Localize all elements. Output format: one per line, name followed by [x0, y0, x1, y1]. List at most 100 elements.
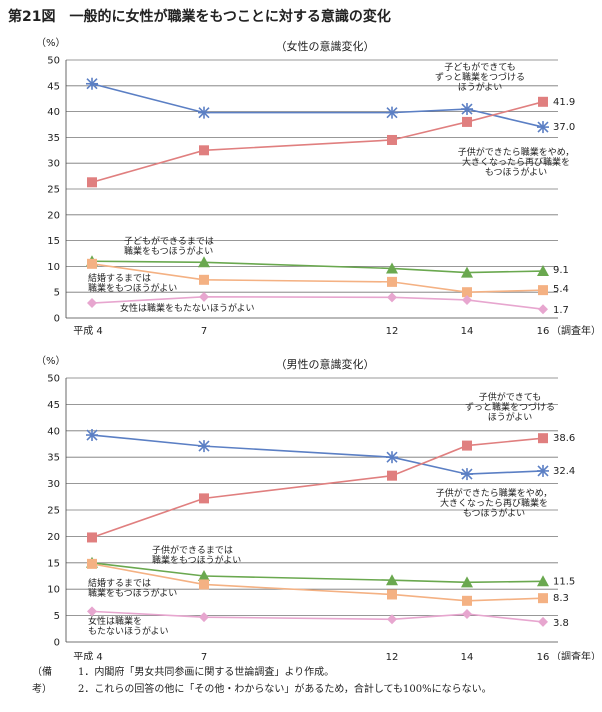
data-point-reenter — [87, 177, 97, 188]
data-point-until_child — [461, 576, 473, 588]
data-point-continue — [386, 451, 398, 464]
data-point-continue — [537, 464, 549, 477]
y-tick-label: 10 — [47, 585, 60, 596]
note-2: 2．これらの回答の他に「その他・わからない」があるため，合計しても100%になら… — [78, 684, 492, 695]
y-tick-label: 35 — [47, 133, 60, 144]
data-point-reenter — [462, 116, 472, 127]
note-1: 1．内閣府「男女共同参画に関する世論調査」より作成。 — [78, 667, 335, 678]
chart-title: （女性の意識変化） — [276, 39, 375, 53]
data-point-never — [199, 612, 209, 623]
x-tick-label: 16 — [537, 652, 550, 660]
series-line-continue — [91, 434, 544, 475]
data-point-until_marriage — [387, 589, 397, 600]
y-tick-label: 20 — [47, 210, 60, 221]
end-value-label: 1.7 — [553, 305, 569, 316]
series-line-reenter — [91, 101, 544, 184]
data-point-never — [87, 298, 97, 309]
data-point-reenter — [387, 134, 397, 145]
data-point-reenter — [462, 440, 472, 451]
x-tick-label: 14 — [461, 326, 474, 337]
y-tick-label: 45 — [47, 400, 60, 411]
data-point-continue — [461, 103, 473, 116]
end-value-label: 3.8 — [553, 618, 569, 629]
series-line-until_child — [91, 260, 544, 274]
x-axis-unit: （調査年） — [551, 324, 601, 337]
end-value-label: 8.3 — [553, 593, 569, 604]
marker-stroke — [86, 429, 98, 441]
data-point-never — [87, 606, 97, 617]
marker-stroke — [461, 468, 473, 480]
chart-title: （男性の意識変化） — [276, 357, 375, 371]
series-label-never: 女性は職業をもたないほうがよい — [88, 615, 169, 637]
marker-stroke — [537, 465, 549, 477]
y-tick-label: 30 — [47, 479, 60, 490]
y-tick-label: 15 — [47, 236, 60, 247]
y-tick-label: 5 — [54, 288, 60, 299]
end-value-label: 41.9 — [553, 97, 575, 108]
series-label-continue: 子供ができてもずっと職業をつづけるほうがよい — [465, 391, 555, 423]
end-value-label: 11.5 — [553, 576, 575, 587]
data-point-until_child — [198, 256, 210, 268]
data-point-until_marriage — [87, 258, 97, 269]
series-label-until_marriage: 結婚するまでは職業をもつほうがよい — [88, 577, 177, 599]
x-tick-label: 7 — [201, 652, 207, 660]
marker-stroke — [537, 121, 549, 133]
data-point-until_marriage — [538, 593, 548, 604]
marker-stroke — [461, 103, 473, 115]
end-value-label: 9.1 — [553, 265, 569, 276]
x-axis-unit: （調査年） — [551, 650, 601, 660]
y-tick-label: 30 — [47, 159, 60, 170]
data-point-reenter — [387, 470, 397, 481]
y-tick-label: 20 — [47, 532, 60, 543]
data-point-until_child — [198, 570, 210, 581]
marker-stroke — [386, 107, 398, 119]
y-tick-label: 15 — [47, 558, 60, 569]
x-tick-label: 14 — [461, 652, 474, 660]
data-point-never — [387, 614, 397, 625]
data-point-until_marriage — [538, 285, 548, 296]
x-tick-label: 平成 4 — [73, 651, 103, 660]
charts-canvas: （女性の意識変化） （%） 0 5 10 15 20 25 30 35 40 45 50 平成 4 7 12 1… — [36, 37, 601, 660]
series-line-never — [91, 610, 544, 623]
data-point-until_child — [461, 266, 473, 278]
x-tick-label: 12 — [386, 326, 399, 337]
data-point-reenter — [87, 532, 97, 543]
x-tick-label: 7 — [201, 326, 207, 337]
data-point-never — [538, 616, 548, 627]
data-point-reenter — [199, 493, 209, 504]
y-tick-label: 0 — [54, 314, 60, 325]
y-tick-label: 25 — [47, 506, 60, 517]
series-label-until_child: 子どもができるまでは職業をもつほうがよい — [124, 235, 214, 257]
series-label-reenter: 子供ができたら職業をやめ，大きくなったら再び職業をもつほうがよい — [458, 146, 575, 178]
data-point-until_marriage — [387, 276, 397, 287]
y-tick-label: 0 — [54, 638, 60, 649]
data-point-never — [538, 304, 548, 315]
data-point-never — [199, 291, 209, 302]
data-point-reenter — [538, 96, 548, 107]
data-point-continue — [86, 429, 98, 442]
series-label-until_marriage: 結婚するまでは職業をもつほうがよい — [88, 272, 177, 294]
y-axis-unit: （%） — [36, 37, 66, 49]
y-tick-label: 10 — [47, 262, 60, 273]
data-point-until_child — [386, 262, 398, 274]
data-point-until_marriage — [462, 595, 472, 606]
marker-stroke — [198, 440, 210, 452]
data-point-reenter — [199, 145, 209, 156]
y-tick-label: 40 — [47, 426, 60, 437]
marker-stroke — [86, 78, 98, 90]
data-point-continue — [386, 106, 398, 119]
end-value-label: 37.0 — [553, 122, 575, 133]
y-tick-label: 45 — [47, 81, 60, 92]
y-tick-label: 50 — [47, 56, 60, 67]
data-point-continue — [461, 468, 473, 481]
series-label-until_child: 子供ができるまでは職業をもつほうがよい — [152, 544, 241, 566]
marker-stroke — [386, 451, 398, 463]
end-value-label: 38.6 — [553, 433, 575, 444]
series-label-continue: 子どもができてもずっと職業をつづけるほうがよい — [435, 61, 525, 93]
data-point-never — [462, 294, 472, 305]
notes-label: （備考） — [32, 667, 52, 695]
y-tick-label: 25 — [47, 185, 60, 196]
data-point-never — [462, 609, 472, 620]
data-point-until_marriage — [199, 274, 209, 285]
data-point-until_child — [537, 265, 549, 277]
